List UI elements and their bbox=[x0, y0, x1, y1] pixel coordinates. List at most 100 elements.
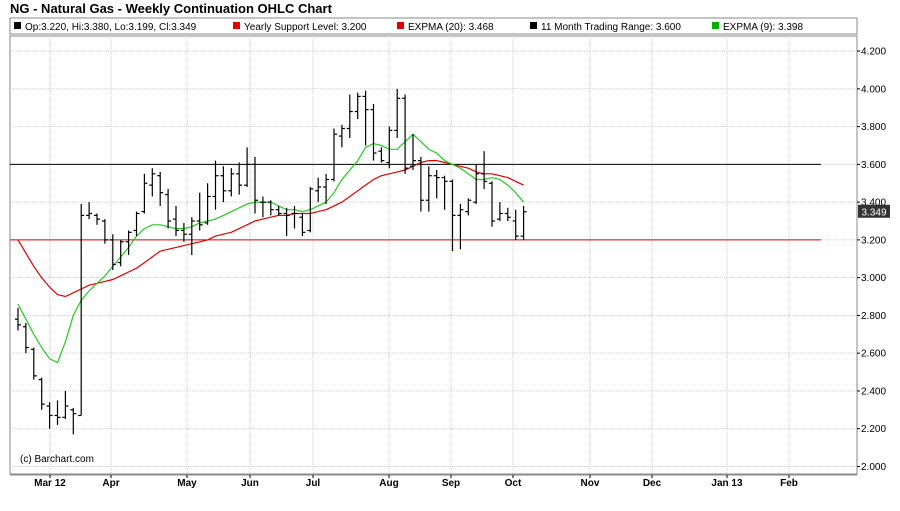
ohlc-bar bbox=[504, 207, 511, 222]
legend-item-label: 11 Month Trading Range: 3.600 bbox=[541, 22, 681, 33]
ohlc-bar bbox=[425, 166, 432, 212]
legend-box bbox=[9, 17, 858, 35]
ohlc-bar bbox=[188, 217, 195, 255]
ohlc-bar bbox=[109, 234, 116, 271]
ohlc-bar bbox=[520, 205, 527, 241]
y-tick-label: 3.000 bbox=[861, 273, 886, 284]
ohlc-bar bbox=[496, 202, 503, 222]
y-tick-label: 3.200 bbox=[861, 235, 886, 246]
x-tick-label: Jun bbox=[241, 478, 259, 489]
legend-item-label: EXPMA (9): 3.398 bbox=[723, 22, 803, 33]
ohlc-bar bbox=[323, 173, 330, 205]
y-tick-label: 4.200 bbox=[861, 47, 886, 58]
ohlc-bar bbox=[22, 322, 29, 354]
ohlc-bar bbox=[212, 160, 219, 210]
ohlc-bar bbox=[331, 128, 337, 182]
ohlc-bar bbox=[204, 183, 211, 225]
ohlc-bar bbox=[15, 307, 21, 331]
ohlc-bar bbox=[259, 196, 266, 218]
y-tick-label: 3.800 bbox=[861, 122, 886, 133]
x-tick-label: Sep bbox=[442, 478, 460, 489]
ohlc-bar bbox=[267, 200, 274, 216]
x-tick-label: May bbox=[177, 478, 197, 489]
ohlc-bar bbox=[101, 219, 108, 244]
ohlc-bar bbox=[299, 213, 306, 237]
ohlc-bar bbox=[354, 92, 361, 120]
ohlc-bar bbox=[386, 126, 393, 169]
ohlc-bar bbox=[283, 207, 290, 237]
last-price-tag: 3.349 bbox=[858, 204, 890, 218]
legend-swatch bbox=[397, 22, 404, 29]
ohlc-bar bbox=[402, 94, 409, 174]
ohlc-bar bbox=[338, 124, 345, 148]
ohlc-bars bbox=[15, 88, 527, 435]
legend-swatch bbox=[530, 22, 537, 29]
ohlc-bar bbox=[307, 187, 314, 233]
x-tick-label: Apr bbox=[102, 478, 119, 489]
x-tick-label: Oct bbox=[505, 478, 522, 489]
ohlc-bar bbox=[62, 390, 69, 420]
ohlc-bar bbox=[78, 204, 85, 417]
x-tick-label: Dec bbox=[643, 478, 662, 489]
ohlc-bar bbox=[133, 211, 140, 237]
ohlc-bar bbox=[236, 162, 243, 195]
ohlc-bar bbox=[157, 171, 164, 206]
y-tick-label: 2.400 bbox=[861, 386, 886, 397]
ohlc-bar bbox=[481, 151, 488, 189]
ohlc-bar bbox=[417, 156, 424, 212]
ohlc-bar bbox=[346, 94, 353, 138]
y-tick-label: 4.000 bbox=[861, 84, 886, 95]
ohlc-bar bbox=[473, 164, 480, 205]
legend-swatch bbox=[233, 22, 240, 29]
ohlc-bar bbox=[125, 230, 132, 255]
ohlc-bar bbox=[54, 400, 61, 425]
x-tick-label: Jul bbox=[306, 478, 321, 489]
ohlc-bar bbox=[173, 205, 179, 237]
y-tick-label: 2.600 bbox=[861, 349, 886, 360]
ohlc-bar bbox=[291, 205, 298, 229]
ohlc-bar bbox=[449, 179, 456, 252]
last-price-label: 3.349 bbox=[861, 207, 886, 218]
ohlc-bar bbox=[441, 175, 448, 210]
y-tick-label: 2.800 bbox=[861, 311, 886, 322]
plot-area bbox=[9, 35, 858, 475]
ema20-line bbox=[17, 160, 524, 298]
legend: Op:3.220, Hi:3.380, Lo:3.199, Cl:3.349 Ye… bbox=[9, 17, 858, 35]
ohlc-bar bbox=[465, 198, 472, 216]
level-lines bbox=[10, 163, 821, 241]
chart-title: NG - Natural Gas - Weekly Continuation O… bbox=[10, 1, 332, 16]
y-tick-label: 3.400 bbox=[861, 198, 886, 209]
ohlc-bar bbox=[46, 402, 53, 429]
x-tick-label: Nov bbox=[581, 478, 600, 489]
ohlc-bar bbox=[512, 209, 519, 240]
ohlc-bar bbox=[196, 192, 203, 231]
x-axis: Mar 12 Apr May Jun Jul Aug Sep Oct Nov Dec Jan 13 F… bbox=[10, 474, 857, 489]
ohlc-bar bbox=[244, 147, 251, 188]
ohlc-bar bbox=[228, 168, 235, 197]
ohlc-bar bbox=[220, 166, 227, 203]
ohlc-bar bbox=[30, 347, 37, 380]
x-tick-label: Mar 12 bbox=[34, 478, 66, 489]
legend-item-label: EXPMA (20): 3.468 bbox=[408, 22, 494, 33]
ohlc-bar bbox=[315, 177, 322, 203]
ohlc-bar bbox=[252, 156, 258, 214]
x-tick-label: Feb bbox=[780, 478, 798, 489]
legend-swatch bbox=[712, 22, 719, 29]
legend-item-label: Yearly Support Level: 3.200 bbox=[244, 22, 367, 33]
ohlc-bar bbox=[70, 407, 77, 435]
legend-item-label: Op:3.220, Hi:3.380, Lo:3.199, Cl:3.349 bbox=[25, 22, 197, 33]
x-tick-label: Aug bbox=[379, 478, 398, 489]
ohlc-bar bbox=[433, 170, 440, 199]
ohlc-bar bbox=[370, 103, 377, 161]
ohlc-bar bbox=[489, 181, 495, 227]
ohlc-bar bbox=[457, 204, 464, 250]
ohlc-bar bbox=[180, 222, 187, 242]
ohlc-bar bbox=[38, 377, 45, 410]
ohlc-bar bbox=[141, 173, 148, 214]
ohlc-bar bbox=[275, 205, 282, 216]
ohlc-bar bbox=[378, 147, 385, 163]
ohlc-bar bbox=[117, 239, 124, 267]
y-tick-label: 2.000 bbox=[861, 462, 886, 473]
